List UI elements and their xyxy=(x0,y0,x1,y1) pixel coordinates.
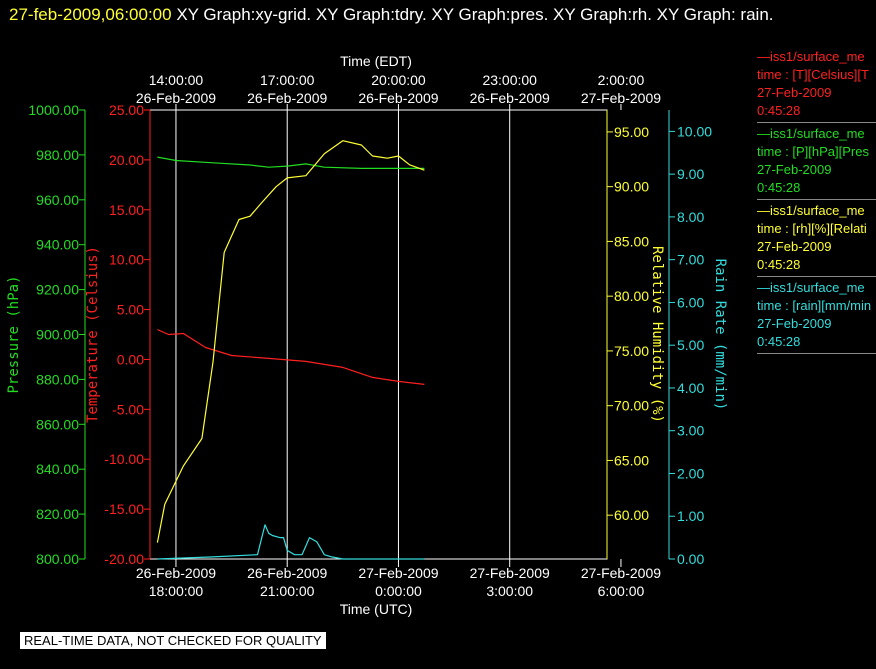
legend-entry-pres: —iss1/surface_me time : [P][hPa][Pres 27… xyxy=(757,125,876,200)
bottom-axis-title: Time (UTC) xyxy=(340,601,413,617)
series-line-rh xyxy=(156,140,425,543)
pres-tick-label: 980.00 xyxy=(36,147,79,163)
rain-tick-label: 8.00 xyxy=(677,209,704,225)
bottom-tick-time: 18:00:00 xyxy=(149,583,204,599)
rain-tick-label: 1.00 xyxy=(677,508,704,524)
legend-entry-rain: —iss1/surface_me time : [rain][mm/min 27… xyxy=(757,279,876,354)
rain-tick-label: 3.00 xyxy=(677,423,704,439)
top-tick-time: 2:00:00 xyxy=(598,72,645,88)
series-line-tdry xyxy=(157,328,425,385)
chart-header: 27-feb-2009,06:00:00 XY Graph:xy-grid. X… xyxy=(9,2,869,28)
rain-tick-label: 7.00 xyxy=(677,252,704,268)
pres-tick-label: 880.00 xyxy=(36,371,79,387)
tdry-tick-label: 5.00 xyxy=(117,302,144,318)
pres-tick-label: 1000.00 xyxy=(28,102,79,118)
top-tick-time: 23:00:00 xyxy=(482,72,537,88)
top-tick-date: 26-Feb-2009 xyxy=(247,90,327,106)
rh-tick-label: 85.00 xyxy=(614,233,649,249)
top-axis-title: Time (EDT) xyxy=(340,53,412,69)
rain-tick-label: 10.00 xyxy=(677,123,712,139)
bottom-tick-date: 27-Feb-2009 xyxy=(358,565,438,581)
tdry-tick-label: -20.00 xyxy=(104,551,144,567)
pres-tick-label: 840.00 xyxy=(36,461,79,477)
tdry-tick-label: 10.00 xyxy=(109,252,144,268)
rh-tick-label: 65.00 xyxy=(614,452,649,468)
top-tick-date: 26-Feb-2009 xyxy=(470,90,550,106)
pres-tick-label: 820.00 xyxy=(36,506,79,522)
tdry-tick-label: -5.00 xyxy=(112,401,144,417)
quality-disclaimer: REAL-TIME DATA, NOT CHECKED FOR QUALITY xyxy=(20,632,326,649)
tdry-tick-label: 15.00 xyxy=(109,202,144,218)
tdry-axis-title: Temperature (Celsius) xyxy=(85,246,101,423)
rh-axis-title: Relative Humidity (%) xyxy=(649,246,665,423)
bottom-tick-time: 21:00:00 xyxy=(260,583,315,599)
legend: —iss1/surface_me time : [T][Celsius][T 2… xyxy=(757,48,876,356)
top-tick-date: 26-Feb-2009 xyxy=(358,90,438,106)
tdry-tick-label: 0.00 xyxy=(117,351,144,367)
graph-titles: XY Graph:xy-grid. XY Graph:tdry. XY Grap… xyxy=(176,5,774,24)
bottom-tick-time: 0:00:00 xyxy=(375,583,422,599)
rh-tick-label: 60.00 xyxy=(614,507,649,523)
tdry-tick-label: -15.00 xyxy=(104,501,144,517)
timestamp-label: 27-feb-2009,06:00:00 xyxy=(9,5,172,24)
rh-tick-label: 80.00 xyxy=(614,288,649,304)
legend-entry-rh: —iss1/surface_me time : [rh][%][Relati 2… xyxy=(757,202,876,277)
rh-tick-label: 95.00 xyxy=(614,124,649,140)
rain-tick-label: 4.00 xyxy=(677,380,704,396)
pres-tick-label: 860.00 xyxy=(36,416,79,432)
tdry-tick-label: 20.00 xyxy=(109,152,144,168)
tdry-tick-label: 25.00 xyxy=(109,102,144,118)
pres-tick-label: 900.00 xyxy=(36,327,79,343)
rh-tick-label: 90.00 xyxy=(614,179,649,195)
rain-tick-label: 9.00 xyxy=(677,166,704,182)
pres-tick-label: 940.00 xyxy=(36,237,79,253)
legend-entry-tdry: —iss1/surface_me time : [T][Celsius][T 2… xyxy=(757,48,876,123)
rain-tick-label: 0.00 xyxy=(677,551,704,567)
bottom-tick-time: 3:00:00 xyxy=(486,583,533,599)
pres-tick-label: 920.00 xyxy=(36,282,79,298)
top-tick-time: 17:00:00 xyxy=(260,72,315,88)
bottom-tick-time: 6:00:00 xyxy=(598,583,645,599)
pres-axis-title: Pressure (hPa) xyxy=(6,275,22,393)
top-tick-date: 27-Feb-2009 xyxy=(581,90,661,106)
pres-tick-label: 800.00 xyxy=(36,551,79,567)
rh-tick-label: 70.00 xyxy=(614,398,649,414)
bottom-tick-date: 27-Feb-2009 xyxy=(581,565,661,581)
plot-frame xyxy=(149,109,608,560)
top-tick-date: 26-Feb-2009 xyxy=(136,90,216,106)
pres-tick-label: 960.00 xyxy=(36,192,79,208)
rain-tick-label: 2.00 xyxy=(677,465,704,481)
bottom-tick-date: 26-Feb-2009 xyxy=(247,565,327,581)
series-line-pres xyxy=(157,156,425,169)
rain-tick-label: 6.00 xyxy=(677,294,704,310)
rain-tick-label: 5.00 xyxy=(677,337,704,353)
rain-axis-title: Rain Rate (mm/min) xyxy=(712,259,728,411)
bottom-tick-date: 27-Feb-2009 xyxy=(470,565,550,581)
top-tick-time: 14:00:00 xyxy=(149,72,204,88)
series-line-rain xyxy=(157,524,425,560)
rh-tick-label: 75.00 xyxy=(614,343,649,359)
bottom-tick-date: 26-Feb-2009 xyxy=(136,565,216,581)
top-tick-time: 20:00:00 xyxy=(371,72,426,88)
tdry-tick-label: -10.00 xyxy=(104,451,144,467)
